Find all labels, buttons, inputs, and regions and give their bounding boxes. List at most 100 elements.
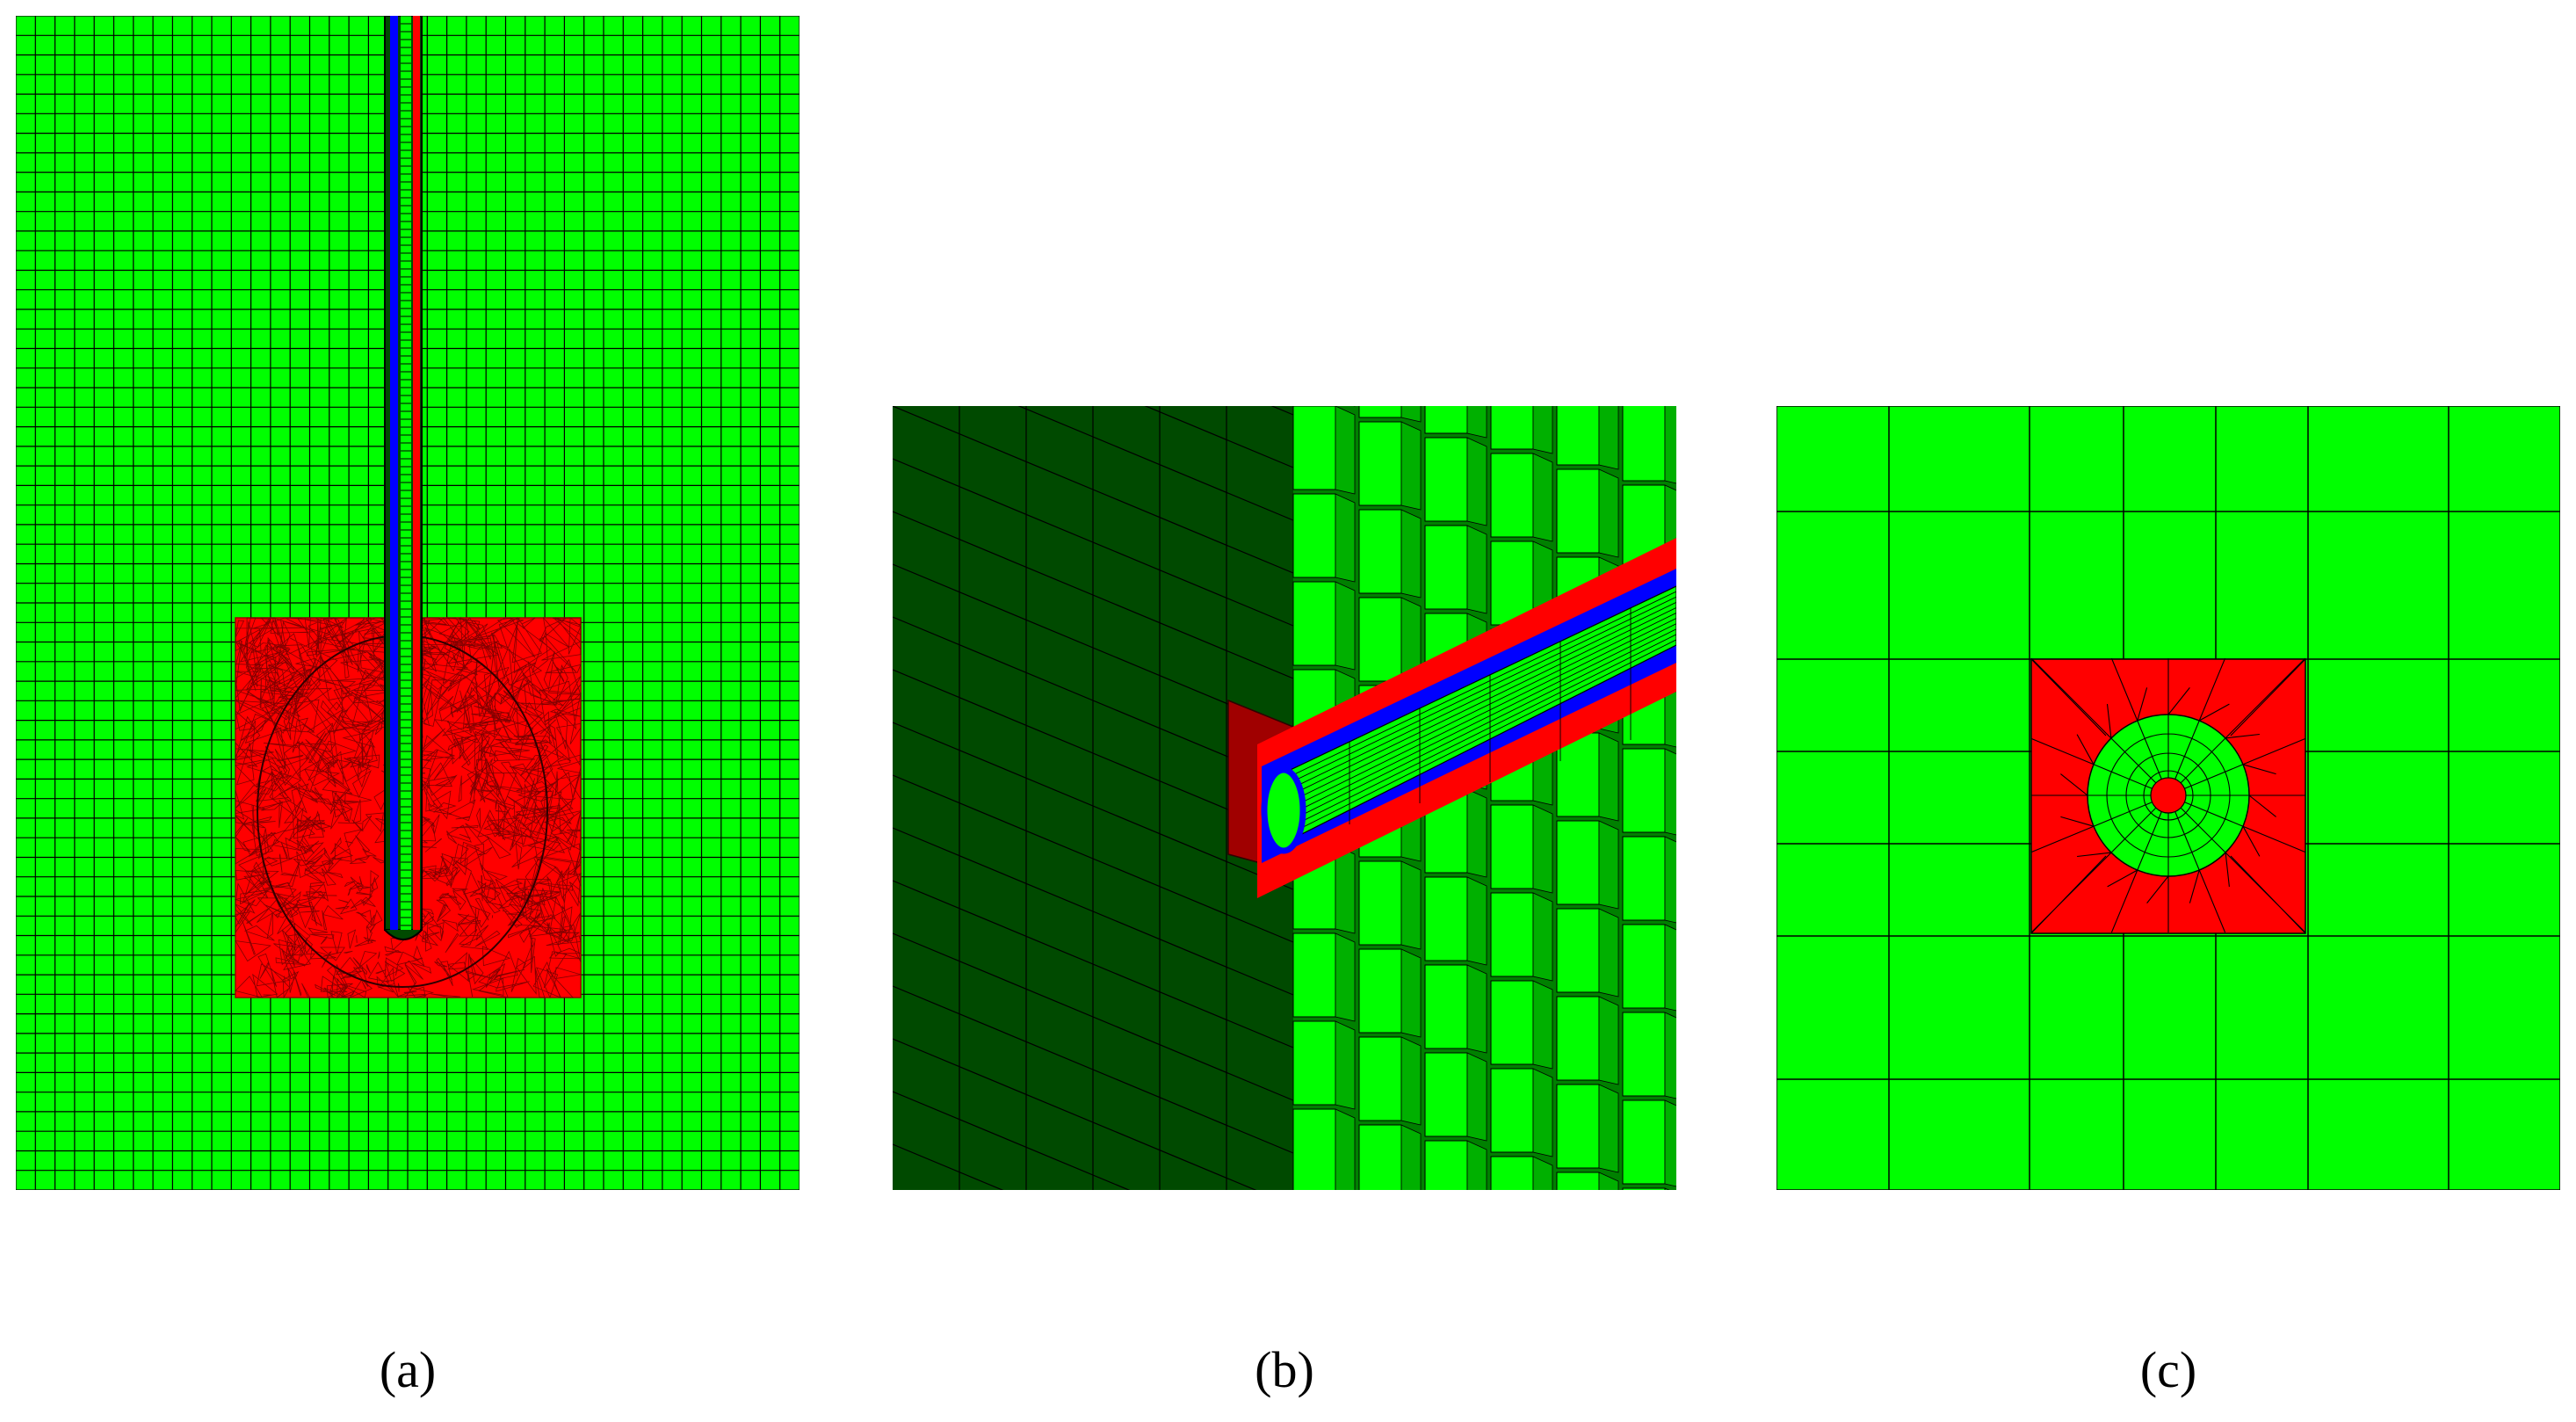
pile-end-cap [1261,766,1306,854]
element-side [1335,493,1356,583]
element-side [1400,1124,1422,1190]
element-side [1466,1052,1487,1142]
element-side [1532,892,1553,982]
element-side [1598,1172,1619,1190]
pile-mesh-lines [1278,585,1676,846]
element-side [1466,788,1487,878]
interface-mesh [2030,657,2306,934]
element-side [1466,876,1487,966]
element-face [1490,1068,1534,1153]
element-side [1664,1187,1670,1190]
element-face [1292,493,1336,578]
element-face [1358,948,1402,1034]
element-side [1335,845,1356,934]
mesh-panel-a-full-model [16,16,800,1190]
element-side [1598,406,1619,470]
pile-core [401,16,411,930]
element-face [1556,820,1600,905]
element-side [1400,509,1422,599]
element-face [1556,908,1600,993]
element-side [1598,820,1619,910]
element-face [1556,468,1600,554]
element-side [1664,748,1676,836]
mesh-c-svg [1776,406,2560,1190]
element-side [1335,406,1356,495]
pile-core-mesh [401,16,411,926]
pile-interface-left [390,16,398,930]
element-face [1358,406,1402,418]
element-face [1490,804,1534,889]
element-face [1490,453,1534,538]
left-face-grid [893,406,1294,1190]
element-face [1358,421,1402,506]
element-face [1424,1140,1468,1190]
pile-center [2150,777,2187,814]
element-side [1664,1012,1676,1099]
element-face [1622,748,1666,833]
element-face [1622,406,1666,482]
element-side [1532,980,1553,1070]
element-side [1335,1020,1356,1110]
element-face [1424,525,1468,610]
pile-radial-mesh [2088,715,2249,876]
caption-c: (c) [2139,1341,2197,1398]
element-face [1622,1012,1666,1097]
element-face [1490,1156,1534,1190]
pile-tip [384,929,423,940]
caption-b: (b) [1255,1341,1314,1398]
element-side [1532,804,1553,894]
element-face [1358,1036,1402,1121]
element-face [1292,1108,1336,1190]
element-face [1490,406,1534,450]
element-face [1358,860,1402,946]
element-face [1490,980,1534,1065]
element-side [1335,581,1356,671]
element-face [1622,924,1666,1009]
element-face [1292,932,1336,1018]
element-face [1424,437,1468,522]
element-side [1466,525,1487,614]
element-face [1292,581,1336,666]
element-face [1424,1052,1468,1137]
caption-a: (a) [379,1341,437,1398]
element-side [1598,468,1619,558]
element-face [1622,1099,1666,1185]
element-side [1400,1036,1422,1126]
element-side [1598,1084,1619,1173]
element-side [1598,732,1619,822]
element-side [1664,1099,1676,1187]
element-side [1466,964,1487,1054]
element-face [1292,406,1336,490]
element-face [1490,892,1534,977]
element-side [1400,948,1422,1038]
element-face [1490,541,1534,626]
element-face [1556,406,1600,466]
mesh-a-svg [16,16,800,1190]
element-side [1532,1068,1553,1157]
element-side [1598,996,1619,1085]
element-face [1556,1172,1600,1190]
element-side [1466,406,1487,439]
element-side [1532,1156,1553,1190]
element-side [1466,1140,1487,1190]
element-side [1598,908,1619,998]
pile-interface-right [413,16,420,930]
element-side [1400,406,1422,423]
element-face [1556,996,1600,1081]
element-face [1424,876,1468,961]
element-side [1400,421,1422,511]
element-face [1424,406,1468,434]
element-face [1556,1084,1600,1169]
element-face [1622,836,1666,921]
element-side [1664,836,1676,924]
element-face [1358,509,1402,594]
element-side [1532,453,1553,542]
element-side [1664,406,1676,484]
element-face [1358,597,1402,682]
element-face [1358,1124,1402,1190]
mesh-b-svg [893,406,1676,1190]
mesh-panel-b-oblique-cutaway [893,406,1676,1190]
element-face [1424,964,1468,1049]
element-side [1466,437,1487,526]
element-face [1622,1187,1666,1190]
